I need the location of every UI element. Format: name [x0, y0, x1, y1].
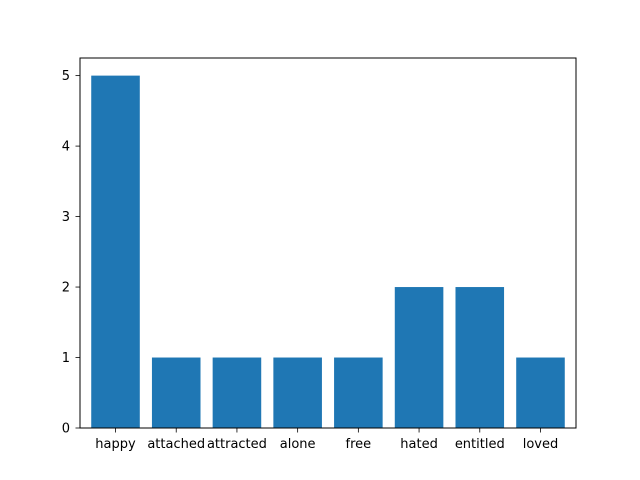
y-tick-label: 2 [62, 281, 70, 296]
plot-frame [79, 57, 577, 429]
y-tick-label: 3 [62, 210, 70, 225]
x-tick-label: happy [95, 437, 136, 452]
x-tick-label: attracted [207, 437, 267, 452]
x-tick-label: hated [400, 437, 438, 452]
bar-loved [516, 357, 565, 428]
bar-hated [394, 287, 444, 428]
y-tick-label: 1 [62, 351, 70, 366]
bar-attached [151, 357, 201, 428]
bar-happy [91, 75, 140, 428]
x-axis: happy attached attracted alone free hated enti… [95, 428, 558, 452]
bar-alone [273, 357, 322, 428]
bars-group [91, 75, 565, 428]
y-axis: 0 1 2 3 4 5 [62, 69, 80, 437]
bar-entitled [455, 287, 505, 428]
x-tick-label: entitled [455, 437, 505, 452]
y-tick-label: 0 [62, 422, 70, 437]
bar-attracted [212, 357, 262, 428]
y-tick-label: 4 [62, 140, 70, 155]
bar-free [334, 357, 383, 428]
x-tick-label: alone [280, 437, 316, 452]
y-tick-label: 5 [62, 69, 70, 84]
x-tick-label: attached [147, 437, 205, 452]
x-tick-label: free [346, 437, 372, 452]
x-tick-label: loved [523, 437, 559, 452]
